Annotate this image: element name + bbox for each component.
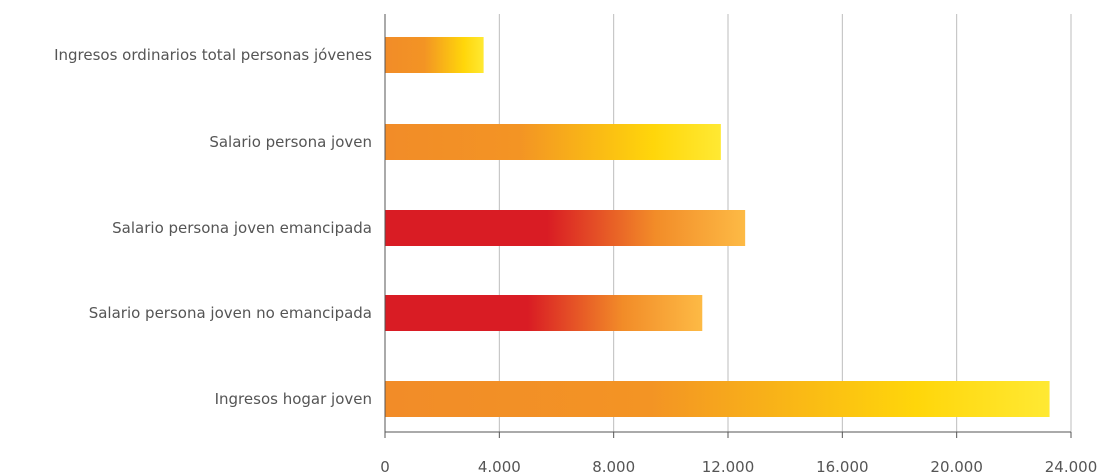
x-tick-label: 0: [380, 458, 390, 476]
bar: [385, 37, 484, 73]
category-label: Salario persona joven: [209, 133, 372, 151]
category-label: Ingresos ordinarios total personas jóven…: [54, 46, 372, 64]
bar: [385, 124, 721, 160]
bar: [385, 210, 746, 246]
bar: [385, 295, 703, 331]
x-tick-label: 24.000: [1045, 458, 1098, 476]
bar: [385, 381, 1050, 417]
category-label: Ingresos hogar joven: [215, 390, 372, 408]
x-tick-label: 8.000: [592, 458, 635, 476]
bars: [385, 37, 1050, 417]
tick-labels: 0 4.000 8.000 12.000 16.000 20.000 24.000: [380, 432, 1097, 476]
x-tick-label: 20.000: [930, 458, 983, 476]
category-label: Salario persona joven no emancipada: [89, 304, 372, 322]
category-label: Salario persona joven emancipada: [112, 219, 372, 237]
x-tick-label: 4.000: [478, 458, 521, 476]
x-tick-label: 12.000: [702, 458, 755, 476]
x-tick-label: 16.000: [816, 458, 869, 476]
category-labels: Ingresos ordinarios total personas jóven…: [54, 46, 372, 408]
